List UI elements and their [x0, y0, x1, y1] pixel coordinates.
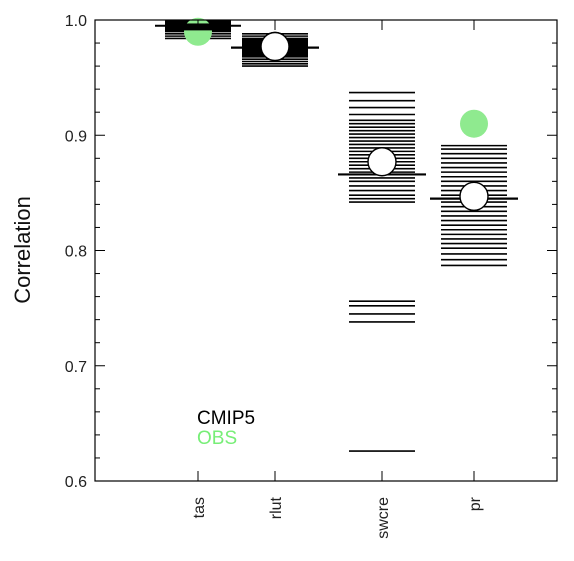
y-tick-label: 0.6	[65, 474, 87, 491]
obs-marker-pr	[460, 109, 488, 138]
chart-axes: 0.6 0.7 0.8 0.9 1.0 tas rlut swcre pr	[65, 13, 557, 539]
x-tick-label-pr: pr	[467, 496, 484, 511]
mean-circle-swcre	[367, 147, 397, 177]
x-tick-label-rlut: rlut	[268, 496, 285, 519]
chart-marks	[155, 17, 518, 452]
y-axis-label: Correlation	[10, 196, 35, 304]
x-tick-label-tas: tas	[191, 497, 208, 518]
legend-entry-cmip5: CMIP5	[197, 408, 255, 429]
legend-entry-obs: OBS	[197, 428, 237, 449]
mean-circle-pr	[459, 181, 489, 212]
plot-frame	[94, 19, 558, 482]
y-tick-label: 1.0	[65, 13, 87, 30]
x-tick-label-swcre: swcre	[375, 497, 392, 539]
y-tick-label: 0.8	[65, 244, 87, 261]
mean-circle-rlut	[260, 31, 290, 62]
y-tick-label: 0.7	[65, 359, 87, 376]
y-tick-label: 0.9	[65, 128, 87, 145]
